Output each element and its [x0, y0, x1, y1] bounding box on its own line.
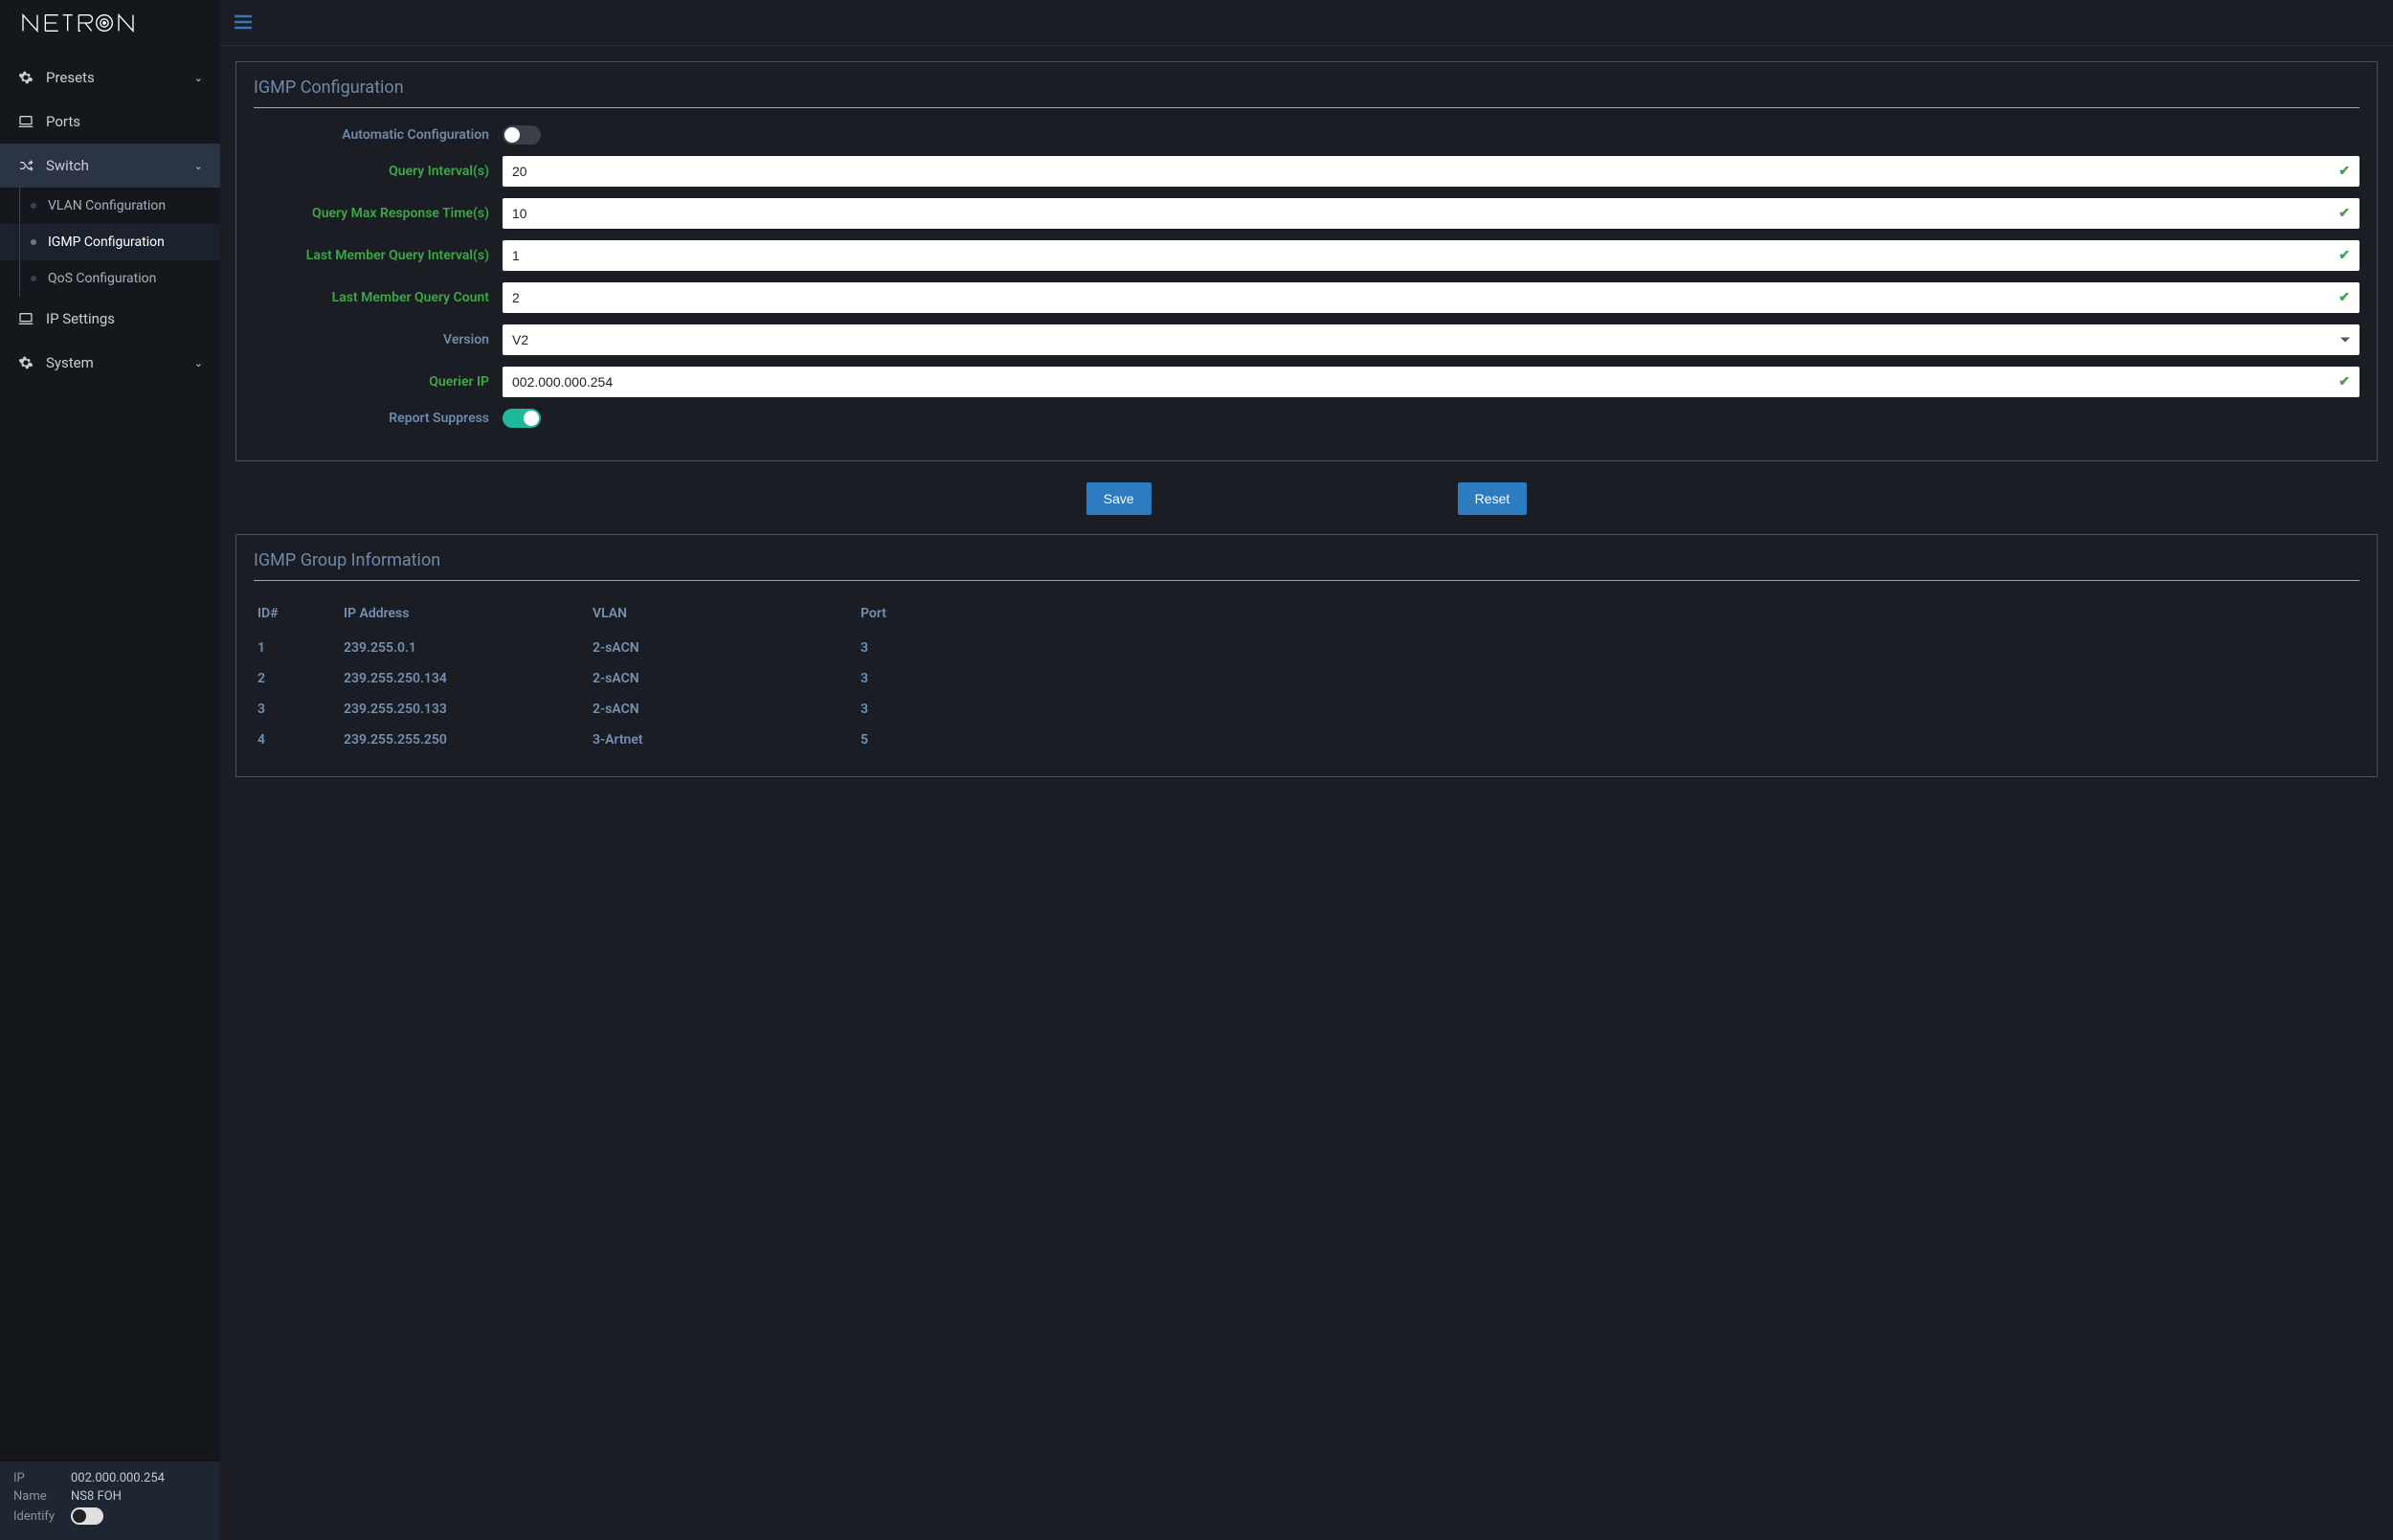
label-query-max-resp: Query Max Response Time(s) — [254, 206, 503, 221]
sidebar-item-switch[interactable]: Switch ⌄ — [0, 144, 220, 188]
sidebar-subitem-label: QoS Configuration — [48, 271, 156, 286]
brand-logo — [0, 0, 220, 46]
footer-ip-label: IP — [13, 1471, 71, 1485]
cell-ip: 239.255.250.133 — [344, 702, 593, 717]
sidebar-subnav-switch: VLAN Configuration IGMP Configuration Qo… — [0, 188, 220, 297]
chevron-down-icon: ⌄ — [194, 160, 203, 172]
laptop-icon — [17, 312, 34, 325]
cell-id: 2 — [257, 671, 344, 686]
cell-vlan: 2-sACN — [593, 671, 861, 686]
button-row: Save Reset — [235, 477, 2378, 519]
label-query-interval: Query Interval(s) — [254, 164, 503, 179]
sidebar-item-presets[interactable]: Presets ⌄ — [0, 56, 220, 100]
label-version: Version — [254, 332, 503, 347]
topbar — [220, 0, 2393, 46]
query-max-resp-input[interactable] — [503, 198, 2359, 229]
gear-icon — [17, 355, 34, 370]
querier-ip-input[interactable] — [503, 367, 2359, 397]
gear-icon — [17, 70, 34, 85]
query-interval-input[interactable] — [503, 156, 2359, 187]
report-suppress-toggle[interactable] — [503, 409, 541, 428]
sidebar-subitem-label: VLAN Configuration — [48, 198, 166, 213]
table-row: 1239.255.0.12-sACN3 — [254, 633, 2359, 663]
auto-config-toggle[interactable] — [503, 125, 541, 145]
sidebar-footer: IP 002.000.000.254 Name NS8 FOH Identify — [0, 1462, 220, 1540]
col-header-ip: IP Address — [344, 606, 593, 621]
sidebar-item-label: System — [46, 354, 94, 371]
cell-ip: 239.255.250.134 — [344, 671, 593, 686]
label-report-suppress: Report Suppress — [254, 411, 503, 426]
cell-id: 3 — [257, 702, 344, 717]
dot-icon — [31, 203, 36, 209]
cell-port: 3 — [861, 640, 2356, 656]
group-table: ID# IP Address VLAN Port 1239.255.0.12-s… — [254, 598, 2359, 755]
col-header-port: Port — [861, 606, 2356, 621]
last-member-count-input[interactable] — [503, 282, 2359, 313]
footer-identify-label: Identify — [13, 1509, 71, 1524]
table-header: ID# IP Address VLAN Port — [254, 598, 2359, 629]
sidebar: Presets ⌄ Ports Switch ⌄ VLAN Configur — [0, 0, 220, 1540]
cell-ip: 239.255.0.1 — [344, 640, 593, 656]
panel-title: IGMP Configuration — [254, 78, 2359, 108]
label-auto-config: Automatic Configuration — [254, 127, 503, 143]
panel-title: IGMP Group Information — [254, 550, 2359, 581]
dot-icon — [31, 239, 36, 245]
main: IGMP Configuration Automatic Configurati… — [220, 0, 2393, 1540]
reset-button[interactable]: Reset — [1458, 482, 1528, 515]
cell-vlan: 2-sACN — [593, 702, 861, 717]
identify-toggle[interactable] — [71, 1507, 103, 1525]
sidebar-subitem-label: IGMP Configuration — [48, 234, 165, 250]
label-last-member-interval: Last Member Query Interval(s) — [254, 248, 503, 263]
label-querier-ip: Querier IP — [254, 374, 503, 390]
cell-port: 5 — [861, 732, 2356, 748]
cell-id: 4 — [257, 732, 344, 748]
menu-icon[interactable] — [234, 11, 253, 34]
chevron-down-icon: ⌄ — [194, 72, 203, 84]
table-row: 2239.255.250.1342-sACN3 — [254, 663, 2359, 694]
version-select[interactable]: V2 — [503, 324, 2359, 355]
col-header-vlan: VLAN — [593, 606, 861, 621]
save-button[interactable]: Save — [1086, 482, 1152, 515]
shuffle-icon — [17, 158, 34, 173]
footer-ip-value: 002.000.000.254 — [71, 1471, 165, 1485]
sidebar-item-label: IP Settings — [46, 310, 115, 327]
cell-port: 3 — [861, 702, 2356, 717]
cell-id: 1 — [257, 640, 344, 656]
footer-name-value: NS8 FOH — [71, 1489, 122, 1504]
table-row: 3239.255.250.1332-sACN3 — [254, 694, 2359, 725]
cell-port: 3 — [861, 671, 2356, 686]
igmp-group-panel: IGMP Group Information ID# IP Address VL… — [235, 534, 2378, 777]
sidebar-item-ports[interactable]: Ports — [0, 100, 220, 144]
sidebar-subitem-qos[interactable]: QoS Configuration — [0, 260, 220, 297]
last-member-interval-input[interactable] — [503, 240, 2359, 271]
chevron-down-icon: ⌄ — [194, 357, 203, 369]
table-row: 4239.255.255.2503-Artnet5 — [254, 725, 2359, 755]
sidebar-item-label: Ports — [46, 113, 80, 130]
cell-vlan: 3-Artnet — [593, 732, 861, 748]
dot-icon — [31, 276, 36, 281]
sidebar-item-label: Presets — [46, 69, 95, 86]
sidebar-item-ip-settings[interactable]: IP Settings — [0, 297, 220, 341]
sidebar-subitem-vlan[interactable]: VLAN Configuration — [0, 188, 220, 224]
laptop-icon — [17, 115, 34, 128]
label-last-member-count: Last Member Query Count — [254, 290, 503, 305]
igmp-config-panel: IGMP Configuration Automatic Configurati… — [235, 61, 2378, 461]
sidebar-nav: Presets ⌄ Ports Switch ⌄ VLAN Configur — [0, 46, 220, 1462]
sidebar-item-system[interactable]: System ⌄ — [0, 341, 220, 385]
cell-vlan: 2-sACN — [593, 640, 861, 656]
footer-name-label: Name — [13, 1489, 71, 1504]
cell-ip: 239.255.255.250 — [344, 732, 593, 748]
sidebar-subitem-igmp[interactable]: IGMP Configuration — [0, 224, 220, 260]
col-header-id: ID# — [257, 606, 344, 621]
sidebar-item-label: Switch — [46, 157, 89, 174]
